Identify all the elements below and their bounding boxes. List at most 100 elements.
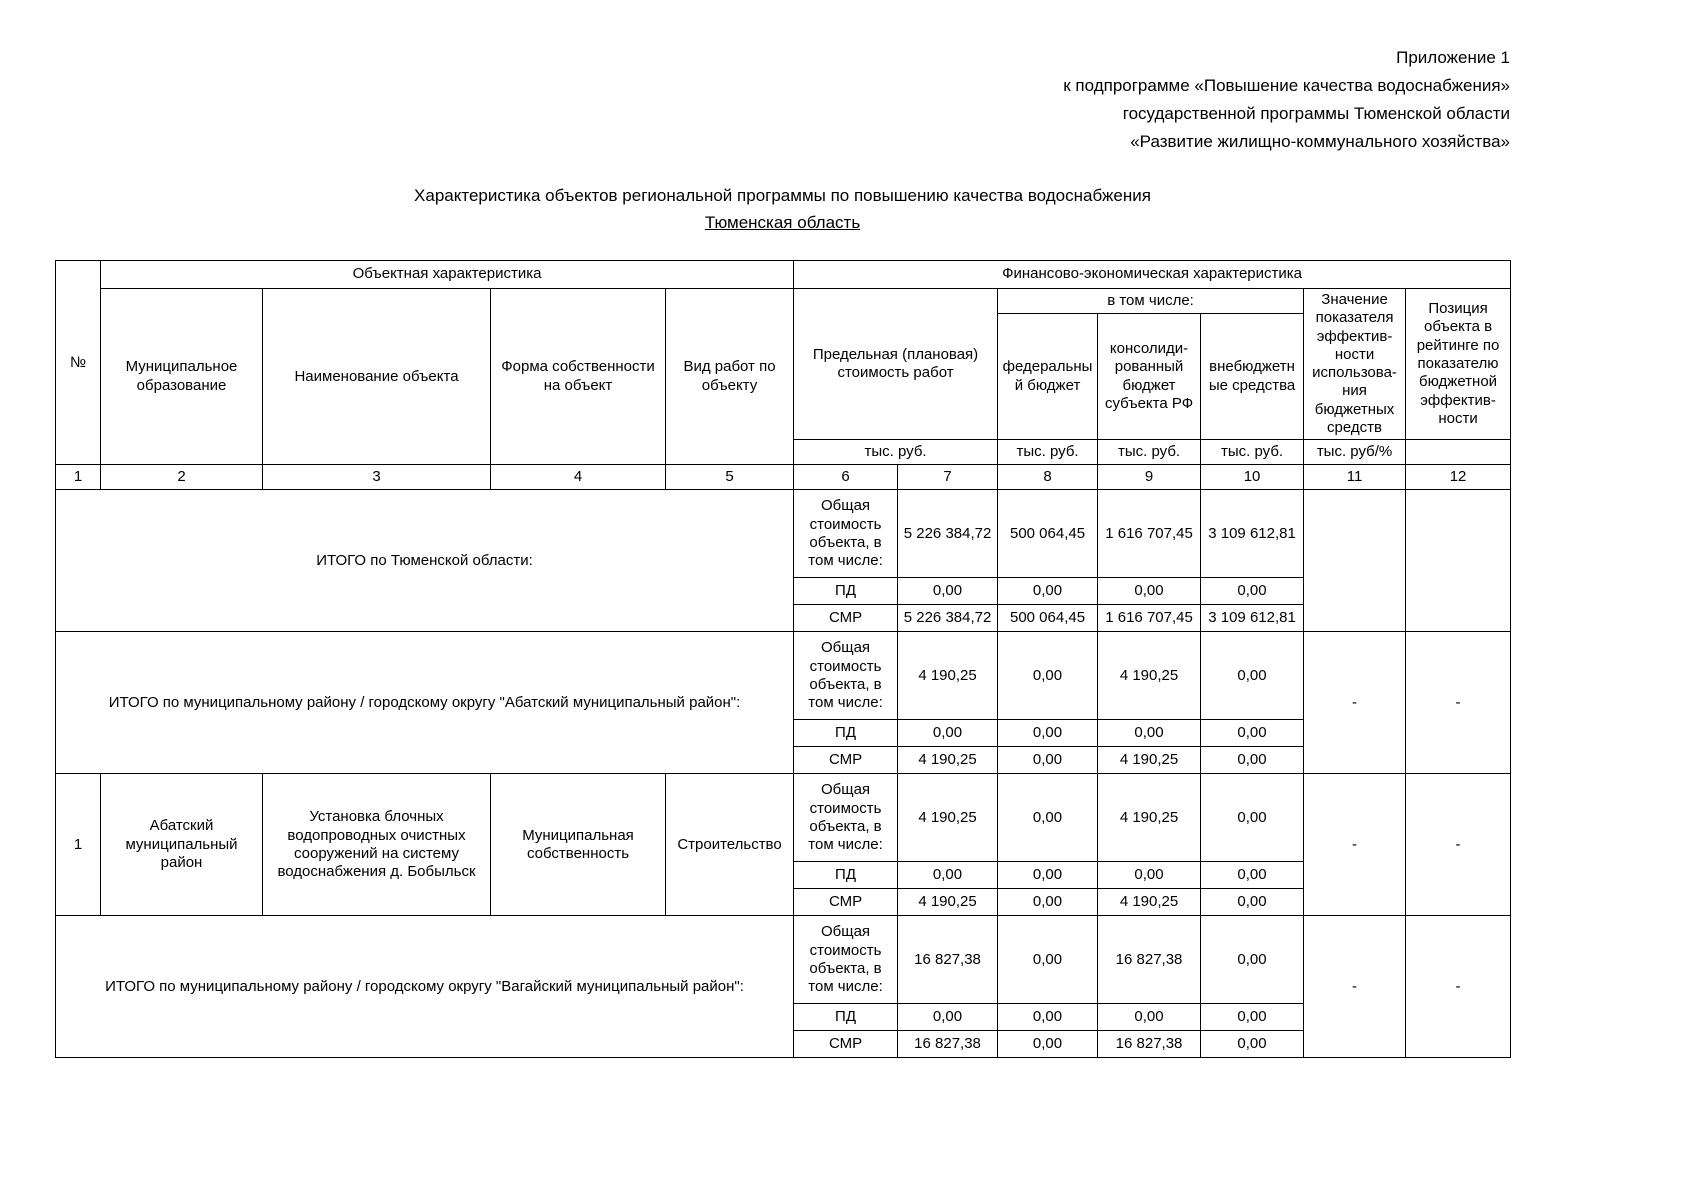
object-1-pd-consolidated: 0,00 [1097, 861, 1202, 890]
total-abatsky-smr-federal: 0,00 [997, 746, 1099, 775]
column-number-8: 8 [997, 464, 1099, 491]
total-vagaysky-label: ИТОГО по муниципальному району / городск… [54, 915, 795, 1059]
total-vagaysky-efficiency: - [1303, 915, 1407, 1059]
total-abatsky-total-extra: 0,00 [1200, 631, 1305, 721]
col-header-municipal: Муниципальное образование [100, 287, 263, 466]
col-header-ownership: Форма собственности на объект [490, 287, 666, 466]
total-abatsky-row-smr: СМР 4 190,25 0,00 4 190,25 0,00 [56, 746, 1511, 775]
appendix-header-line-3: государственной программы Тюменской обла… [1122, 104, 1510, 123]
document-subtitle-region: Тюменская область [704, 213, 861, 232]
object-1-pd-extra: 0,00 [1200, 861, 1305, 890]
total-abatsky-label: ИТОГО по муниципальному району / городск… [54, 631, 795, 775]
units-consolidated: тыс. руб. [1097, 439, 1202, 466]
total-tyumen-pd-consolidated: 0,00 [1097, 577, 1202, 606]
total-vagaysky-rating: - [1405, 915, 1512, 1059]
column-number-10: 10 [1200, 464, 1305, 491]
col-header-consolidated-budget: консолиди-рованный бюджет субъекта РФ [1097, 313, 1202, 441]
total-abatsky-sublabel-total: Общая стоимость объекта, в том числе: [793, 631, 899, 721]
object-1-pd-federal: 0,00 [997, 861, 1099, 890]
header-row-groups: № Объектная характеристика Финансово-эко… [55, 259, 1512, 466]
total-abatsky-smr-cost: 4 190,25 [897, 746, 999, 775]
object-1-smr-extra: 0,00 [1200, 888, 1305, 917]
total-vagaysky-smr-extra: 0,00 [1200, 1030, 1305, 1059]
total-tyumen-sublabel-total: Общая стоимость объекта, в том числе: [793, 489, 899, 579]
total-vagaysky-pd-extra: 0,00 [1200, 1003, 1305, 1032]
total-abatsky-rating: - [1405, 631, 1512, 775]
total-abatsky-smr-extra: 0,00 [1200, 746, 1305, 775]
total-tyumen-row-main: ИТОГО по Тюменской области: Общая стоимо… [54, 489, 1512, 633]
object-1-sublabel-smr: СМР [793, 888, 899, 917]
object-1-sublabel-total: Общая стоимость объекта, в том числе: [793, 773, 899, 863]
total-vagaysky-sublabel-smr: СМР [793, 1030, 899, 1059]
object-1-smr-cost: 4 190,25 [897, 888, 999, 917]
object-1-ownership: Муниципальная собственность [490, 773, 666, 917]
object-1-row-main: 1 Абатский муниципальный район Установка… [55, 773, 1512, 917]
total-tyumen-smr-federal: 500 064,45 [997, 604, 1099, 633]
object-1-total-federal: 0,00 [997, 773, 1099, 863]
col-header-efficiency-indicator: Значение показателя эффектив-ности испол… [1303, 287, 1407, 441]
total-abatsky-pd-extra: 0,00 [1200, 719, 1305, 748]
appendix-header-line-4: «Развитие жилищно-коммунального хозяйств… [1130, 132, 1510, 151]
total-tyumen-sublabel-smr: СМР [793, 604, 899, 633]
object-1-row-smr: СМР 4 190,25 0,00 4 190,25 0,00 [56, 888, 1511, 917]
units-rating [1405, 439, 1512, 466]
total-tyumen-pd-cost: 0,00 [897, 577, 999, 606]
total-abatsky-sublabel-pd: ПД [793, 719, 899, 748]
total-tyumen-rating [1405, 489, 1512, 633]
header-row-units: тыс. руб. тыс. руб. тыс. руб. тыс. руб. … [56, 439, 1512, 466]
total-tyumen-total-extra: 3 109 612,81 [1200, 489, 1305, 579]
header-row-including: Муниципальное образование Наименование о… [56, 287, 1512, 466]
col-group-financial-characteristic: Финансово-экономическая характеристика [793, 260, 1512, 289]
units-federal: тыс. руб. [997, 439, 1099, 466]
col-header-planned-cost: Предельная (плановая) стоимость работ [793, 287, 999, 441]
total-tyumen-total-federal: 500 064,45 [997, 489, 1099, 579]
object-1-smr-federal: 0,00 [997, 888, 1099, 917]
object-1-total-cost: 4 190,25 [897, 773, 999, 863]
object-1-total-consolidated: 4 190,25 [1097, 773, 1202, 863]
object-1-pd-cost: 0,00 [897, 861, 999, 890]
object-1-sublabel-pd: ПД [793, 861, 899, 890]
appendix-header-line-1: Приложение 1 [1396, 48, 1510, 67]
total-tyumen-smr-extra: 3 109 612,81 [1200, 604, 1305, 633]
object-1-rating: - [1405, 773, 1512, 917]
document-title-block: Характеристика объектов региональной про… [55, 182, 1510, 236]
units-efficiency: тыс. руб/% [1303, 439, 1407, 466]
object-1-number: 1 [55, 773, 101, 917]
object-1-efficiency: - [1303, 773, 1407, 917]
program-objects-table: № Объектная характеристика Финансово-эко… [54, 259, 1512, 1059]
total-vagaysky-smr-consolidated: 16 827,38 [1097, 1030, 1202, 1059]
column-number-5: 5 [664, 464, 795, 491]
total-tyumen-total-cost: 5 226 384,72 [897, 489, 999, 579]
total-tyumen-row-pd: ПД 0,00 0,00 0,00 0,00 [56, 577, 1511, 606]
total-vagaysky-row-main: ИТОГО по муниципальному району / городск… [54, 915, 1512, 1059]
column-number-4: 4 [490, 464, 666, 491]
total-vagaysky-sublabel-total: Общая стоимость объекта, в том числе: [793, 915, 899, 1005]
total-abatsky-pd-consolidated: 0,00 [1097, 719, 1202, 748]
total-abatsky-pd-federal: 0,00 [997, 719, 1099, 748]
total-tyumen-label: ИТОГО по Тюменской области: [54, 489, 795, 633]
col-group-object-characteristic: Объектная характеристика [99, 260, 795, 289]
total-vagaysky-row-smr: СМР 16 827,38 0,00 16 827,38 0,00 [56, 1030, 1511, 1059]
column-number-3: 3 [262, 464, 491, 491]
total-vagaysky-row-pd: ПД 0,00 0,00 0,00 0,00 [56, 1003, 1511, 1032]
total-tyumen-pd-extra: 0,00 [1200, 577, 1305, 606]
col-header-object-name: Наименование объекта [262, 287, 491, 466]
total-tyumen-smr-consolidated: 1 616 707,45 [1097, 604, 1202, 633]
total-vagaysky-total-federal: 0,00 [997, 915, 1099, 1005]
document-title: Характеристика объектов региональной про… [414, 186, 1151, 205]
object-1-municipality: Абатский муниципальный район [100, 773, 263, 917]
column-number-9: 9 [1097, 464, 1202, 491]
total-abatsky-smr-consolidated: 4 190,25 [1097, 746, 1202, 775]
units-extra: тыс. руб. [1200, 439, 1305, 466]
object-1-smr-consolidated: 4 190,25 [1097, 888, 1202, 917]
header-row-budgets: федеральный бюджет консолиди-рованный бю… [56, 313, 1511, 441]
col-header-work-type: Вид работ по объекту [664, 287, 795, 466]
appendix-header: Приложение 1 к подпрограмме «Повышение к… [55, 44, 1510, 156]
col-header-extrabudgetary-funds: внебюджетные средства [1200, 313, 1305, 441]
total-tyumen-efficiency [1303, 489, 1407, 633]
total-tyumen-pd-federal: 0,00 [997, 577, 1099, 606]
units-cost: тыс. руб. [793, 439, 999, 466]
column-number-6: 6 [793, 464, 899, 491]
appendix-header-line-2: к подпрограмме «Повышение качества водос… [1063, 76, 1510, 95]
object-1-work-type: Строительство [664, 773, 795, 917]
